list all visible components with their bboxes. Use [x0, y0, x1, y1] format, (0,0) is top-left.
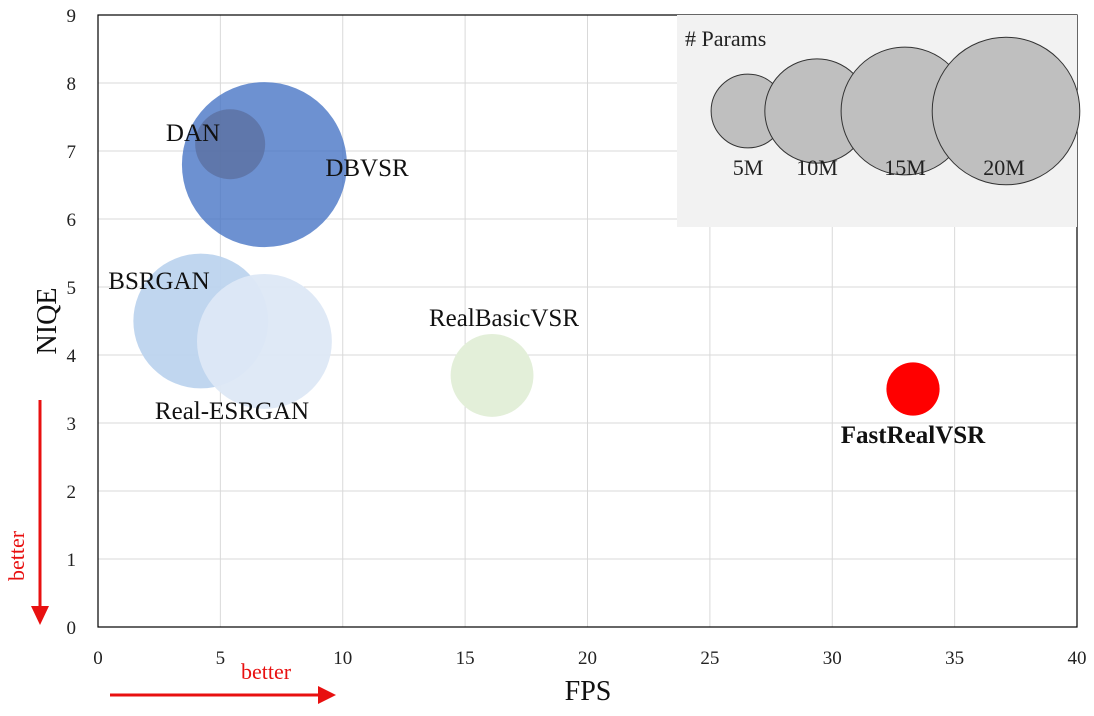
legend: # Params 5M 10M 15M 20M — [677, 15, 1081, 227]
y-tick-label: 5 — [67, 278, 77, 299]
legend-label: 10M — [796, 155, 838, 180]
y-better-arrowhead — [31, 606, 49, 625]
bubble-fastrealvsr — [886, 362, 940, 416]
legend-bubble — [931, 36, 1081, 186]
bubble-label: DAN — [166, 120, 220, 147]
tick-labels: 0 5 10 15 20 25 30 35 40 0 1 2 3 4 5 6 7 8 9 — [67, 6, 1087, 669]
x-tick-label: 20 — [578, 648, 597, 669]
x-tick-label: 5 — [216, 648, 226, 669]
bubbles — [133, 82, 940, 417]
y-tick-label: 8 — [67, 74, 77, 95]
legend-label: 20M — [983, 155, 1025, 180]
bubble-labels: DBVSR DAN BSRGAN Real-ESRGAN RealBasicVSR Fas… — [108, 120, 986, 449]
x-tick-label: 30 — [823, 648, 842, 669]
bubble-label: FastRealVSR — [841, 422, 986, 449]
y-tick-label: 3 — [67, 414, 77, 435]
legend-label: 15M — [884, 155, 926, 180]
y-tick-label: 0 — [67, 618, 77, 639]
x-tick-label: 0 — [93, 648, 103, 669]
bubble-label: Real-ESRGAN — [155, 398, 309, 425]
y-tick-label: 9 — [67, 6, 77, 27]
x-axis-title: FPS — [565, 676, 612, 707]
y-tick-label: 7 — [67, 142, 77, 163]
legend-title: # Params — [685, 26, 766, 51]
x-better-label: better — [241, 659, 292, 684]
y-tick-label: 2 — [67, 482, 77, 503]
y-tick-label: 1 — [67, 550, 77, 571]
x-tick-label: 10 — [333, 648, 352, 669]
y-axis-title: NIQE — [32, 288, 63, 355]
bubble-real-esrgan — [197, 273, 332, 409]
x-tick-label: 35 — [945, 648, 964, 669]
x-better-arrowhead — [318, 686, 336, 704]
x-tick-label: 15 — [456, 648, 475, 669]
bubble-label: BSRGAN — [108, 268, 209, 295]
legend-label: 5M — [733, 155, 764, 180]
x-tick-label: 40 — [1068, 648, 1087, 669]
bubble-dan — [195, 109, 266, 180]
x-tick-label: 25 — [700, 648, 719, 669]
bubble-label: DBVSR — [325, 155, 409, 182]
y-tick-label: 4 — [67, 346, 77, 367]
better-annotations: better better — [4, 400, 336, 704]
bubble-realbasicvsr — [450, 333, 534, 417]
plot-frame — [97, 14, 1078, 628]
y-tick-label: 6 — [67, 210, 77, 231]
y-better-label: better — [4, 530, 29, 581]
bubble-label: RealBasicVSR — [429, 305, 579, 332]
